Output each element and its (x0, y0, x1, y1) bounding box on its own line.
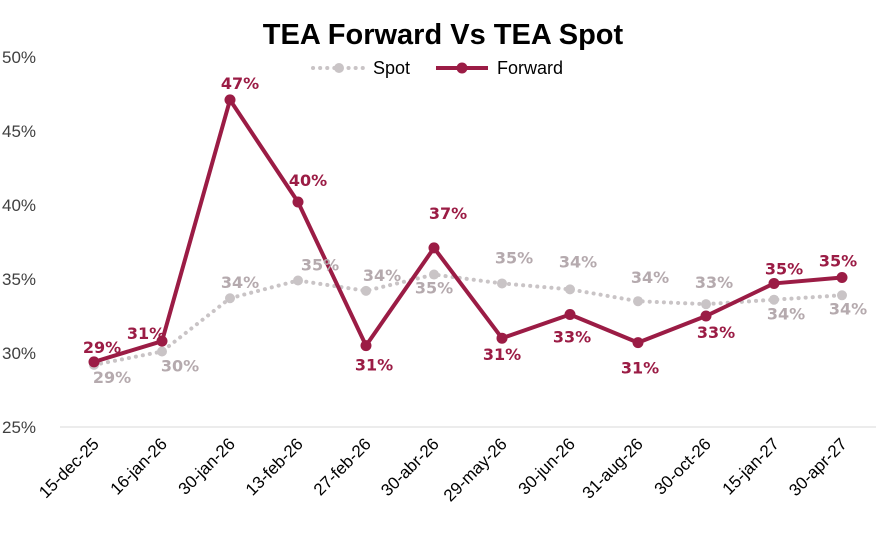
y-tick-label: 45% (2, 122, 36, 141)
data-point-spot (293, 275, 303, 286)
data-label-spot: 34% (631, 268, 669, 287)
data-point-forward (428, 242, 440, 254)
data-label-forward: 31% (621, 359, 659, 378)
data-point-spot (769, 294, 779, 305)
x-tick-label: 30-jun-26 (515, 434, 579, 498)
data-label-forward: 35% (819, 252, 857, 271)
x-tick-label: 30-oct-26 (651, 434, 715, 498)
data-point-forward (224, 94, 236, 106)
data-point-spot (565, 284, 575, 295)
x-tick-label: 13-feb-26 (242, 434, 307, 499)
data-label-forward: 40% (289, 171, 327, 190)
data-label-spot: 34% (363, 266, 401, 285)
data-label-spot: 35% (301, 255, 339, 274)
data-label-forward: 31% (127, 324, 165, 343)
data-point-forward (700, 310, 712, 322)
data-label-forward: 37% (429, 204, 467, 223)
data-point-spot (361, 285, 371, 296)
y-tick-label: 25% (2, 418, 36, 437)
data-label-forward: 31% (355, 356, 393, 375)
data-point-spot (225, 293, 235, 304)
data-label-forward: 35% (765, 259, 803, 278)
x-tick-label: 15-jan-27 (719, 434, 783, 498)
data-label-forward: 31% (483, 345, 521, 364)
series-layer (88, 94, 848, 370)
data-point-forward (496, 332, 508, 344)
x-tick-label: 31-aug-26 (579, 434, 647, 502)
x-tick-label: 30-apr-27 (785, 434, 851, 500)
data-point-spot (701, 299, 711, 310)
data-point-forward (564, 309, 576, 321)
data-point-spot (633, 296, 643, 307)
data-point-spot (157, 346, 167, 357)
x-tick-label: 15-dec-25 (35, 434, 103, 502)
data-label-forward: 33% (697, 323, 735, 342)
y-tick-label: 50% (2, 48, 36, 67)
data-label-forward: 29% (83, 338, 121, 357)
y-tick-label: 35% (2, 270, 36, 289)
data-label-spot: 33% (695, 273, 733, 292)
y-tick-label: 40% (2, 196, 36, 215)
x-tick-label: 30-abr-26 (377, 434, 443, 500)
data-label-forward: 47% (221, 74, 259, 93)
x-tick-label: 30-jan-26 (175, 434, 239, 498)
legend: Spot Forward (311, 58, 563, 78)
legend-label-forward: Forward (497, 58, 563, 78)
data-point-spot (429, 269, 439, 280)
data-labels: 29% 30% 34% 35% 34% 35% 35% 34% 34% 33% 34% 34% 29% 3… (83, 74, 867, 387)
data-point-forward (632, 337, 644, 349)
x-tick-label: 27-feb-26 (310, 434, 375, 499)
data-label-spot: 34% (767, 305, 805, 324)
legend-marker-spot (334, 63, 344, 73)
data-label-spot: 34% (559, 252, 597, 271)
data-point-spot (497, 278, 507, 289)
data-point-forward (768, 277, 780, 289)
series-line-spot (92, 272, 844, 367)
x-tick-label: 29-may-26 (440, 434, 511, 505)
legend-marker-forward (456, 62, 468, 74)
chart-title: TEA Forward Vs TEA Spot (263, 19, 624, 51)
data-label-spot: 30% (161, 357, 199, 376)
data-label-spot: 34% (829, 299, 867, 318)
y-tick-label: 30% (2, 344, 36, 363)
data-point-forward (156, 335, 168, 347)
data-label-spot: 29% (93, 368, 131, 387)
data-label-spot: 35% (495, 248, 533, 267)
data-point-forward (88, 356, 100, 368)
data-label-spot: 35% (415, 279, 453, 298)
data-point-spot (837, 290, 847, 301)
data-point-forward (292, 196, 304, 208)
data-point-forward (360, 340, 372, 352)
data-label-forward: 33% (553, 328, 591, 347)
data-point-forward (836, 272, 848, 284)
data-label-spot: 34% (221, 273, 259, 292)
x-tick-label: 16-jan-26 (107, 434, 171, 498)
series-line-forward (93, 97, 843, 364)
legend-label-spot: Spot (373, 58, 410, 78)
